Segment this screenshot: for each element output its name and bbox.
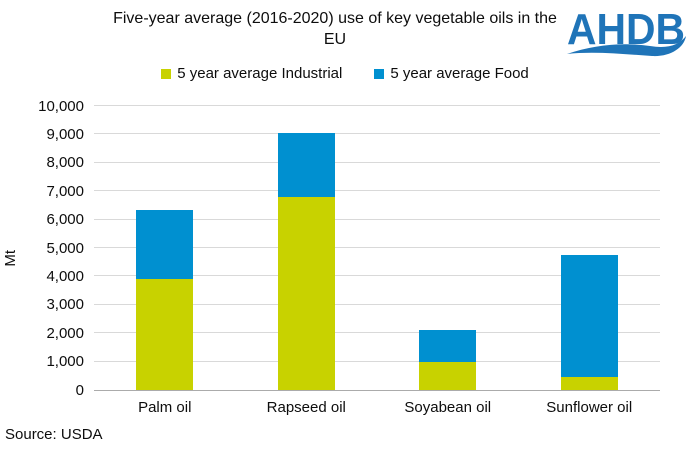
bar-group (560, 255, 618, 390)
y-tick-label: 8,000 (46, 154, 84, 172)
x-axis-label: Rapseed oil (266, 399, 346, 416)
bar-segment-industrial (419, 361, 477, 390)
legend-item-label: 5 year average Industrial (177, 65, 343, 82)
ahdb-logo: AHDB (565, 4, 687, 62)
bar-segment-food (560, 255, 618, 378)
x-axis-label: Palm oil (138, 399, 192, 416)
x-axis-labels: Palm oil Rapseed oil Soyabean oil Sunflower… (94, 399, 660, 419)
x-axis-label: Sunflower oil (546, 399, 633, 416)
chart-title: Five-year average (2016-2020) use of key… (113, 10, 557, 48)
x-axis-label: Soyabean oil (404, 399, 492, 416)
chart-legend: 5 year average Industrial 5 year average… (0, 65, 690, 82)
food-swatch-icon (374, 68, 385, 79)
bar-segment-industrial (277, 196, 335, 390)
gridline (94, 332, 660, 334)
gridline (94, 360, 660, 362)
legend-item-industrial: 5 year average Industrial (161, 65, 342, 82)
bar-segment-food (136, 209, 194, 280)
y-tick-label: 9,000 (46, 125, 84, 143)
legend-item-label: 5 year average Food (390, 65, 529, 82)
gridline (94, 218, 660, 220)
source-note: Source: USDA (5, 426, 103, 443)
gridline (94, 303, 660, 305)
legend-item-food: 5 year average Food (374, 65, 529, 82)
y-tick-label: 6,000 (46, 211, 84, 229)
plot-area (94, 105, 660, 391)
gridline (94, 247, 660, 248)
y-tick-label: 4,000 (46, 267, 84, 285)
y-tick-label: 5,000 (46, 239, 84, 257)
y-tick-label: 7,000 (46, 182, 84, 200)
bar-segment-food (419, 330, 477, 362)
y-tick-label: 3,000 (46, 296, 84, 314)
gridline (94, 133, 660, 135)
bar-group (419, 330, 477, 390)
bar-segment-industrial (560, 377, 618, 390)
y-axis-ticks: 0 1,000 2,000 3,000 4,000 5,000 6,000 7,000 8,00… (0, 98, 84, 399)
bar-group (277, 133, 335, 390)
bar-segment-food (277, 133, 335, 197)
ahdb-logo-graphic: AHDB (567, 5, 686, 57)
gridline (94, 275, 660, 277)
y-tick-label: 1,000 (46, 353, 84, 371)
gridline (94, 105, 660, 106)
bar-segment-industrial (136, 279, 194, 390)
industrial-swatch-icon (161, 68, 172, 79)
bar-group (136, 209, 194, 390)
gridline (94, 161, 660, 163)
y-tick-label: 10,000 (38, 97, 84, 115)
y-tick-label: 0 (75, 381, 84, 399)
y-tick-label: 2,000 (46, 324, 84, 342)
gridline (94, 190, 660, 192)
ahdb-swoosh-icon (567, 36, 686, 57)
